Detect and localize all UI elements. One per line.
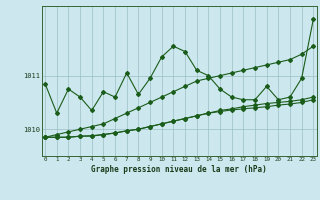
X-axis label: Graphe pression niveau de la mer (hPa): Graphe pression niveau de la mer (hPa)	[91, 165, 267, 174]
